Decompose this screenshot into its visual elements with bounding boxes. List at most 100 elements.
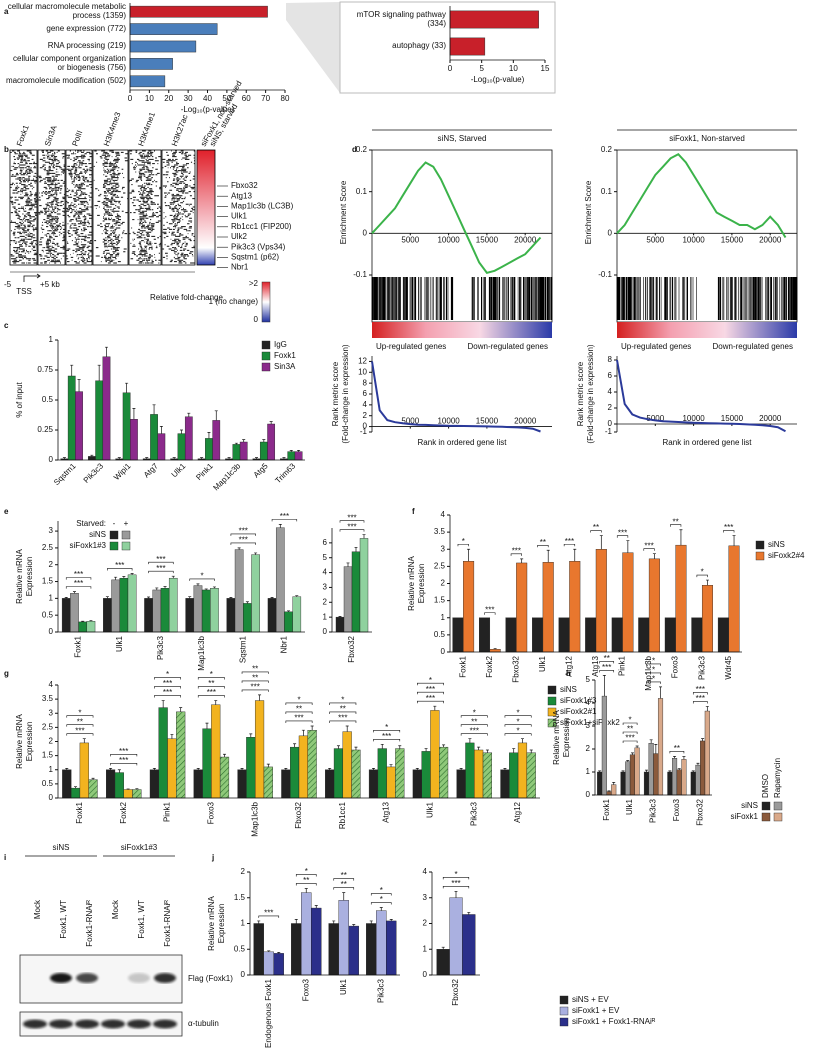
legend-row: siNS [741,801,758,810]
inset-frame [339,1,556,94]
error-bar [278,524,282,528]
legend-swatch [261,351,271,361]
significance-label: * [473,708,476,717]
error-bar [266,763,270,767]
x-tick-label: Atg13 [382,801,391,822]
bar [75,391,83,461]
error-bar [598,770,602,772]
significance-bracket [622,722,638,726]
significance-label: ** [604,654,610,663]
x-tick-label: Fbxo32 [347,635,356,662]
category-label: autophagy (33) [392,41,446,51]
significance-label: *** [347,522,356,531]
y-tick-label: 0.2 [601,145,613,154]
blot-band [23,1019,47,1029]
x-tick-label: Atg7 [142,461,160,479]
bar [700,740,706,796]
bar [201,589,211,633]
error-bar [630,752,634,755]
panel-letter: e [4,507,9,516]
y-tick-label: 10 [358,367,367,376]
x-tick-label: 15000 [721,235,744,244]
x-tick-label: 15000 [476,235,499,244]
y-tick-label: -0.1 [598,270,612,279]
error-bar [117,457,121,459]
error-bar [155,587,159,590]
significance-label: ** [673,517,679,526]
category-label: macromolecule modification (502) [5,75,126,85]
bar [516,562,528,653]
error-bar [673,756,677,759]
legend-swatch [261,362,271,372]
significance-bracket [189,578,215,581]
bar [275,527,285,633]
legend-swatch [559,995,569,1005]
lane-label: Foxk1-RNAiᴿ [85,900,94,947]
bar [263,951,274,976]
error-bar [297,450,301,452]
y-tick-label: 3 [441,544,446,553]
error-bar [257,920,261,924]
gene-label: Map1lc3b (LC3B) [231,202,294,211]
error-bar [163,586,167,589]
error-bar [161,700,165,708]
bar [103,598,112,633]
error-bar [398,745,402,749]
significance-bracket [271,519,298,522]
significance-bracket [154,695,181,698]
y-tick-label: 3 [49,526,54,535]
error-bar [415,767,419,770]
bar [462,914,476,976]
y-tick-label: 4 [323,568,328,577]
significance-bracket [285,720,313,723]
error-bar [659,686,663,699]
x-tick-label: 60 [242,94,251,103]
bar [386,766,396,799]
error-bar [117,769,121,773]
significance-label: * [380,886,383,895]
significance-bracket [417,700,444,704]
bar [620,771,626,796]
bar [111,579,120,633]
bar [239,441,248,461]
significance-bracket [230,533,256,536]
significance-label: ** [208,679,214,688]
bar [505,617,517,653]
x-tick-label: Foxk1 [75,801,84,823]
legend-swatch [547,696,557,706]
bar [237,769,247,799]
significance-bracket [669,751,685,754]
x-tick-label: Sqstm1 [52,461,78,487]
error-bar [62,457,66,459]
significance-label: *** [280,512,289,521]
significance-bracket [148,570,174,574]
bar [160,588,170,633]
column-header: Sin3A [43,124,59,148]
bar [648,558,660,653]
x-tick-label: Wdr45 [724,655,733,679]
y-tick-label: 2 [586,744,591,753]
error-bar [212,586,216,589]
bar [294,451,303,461]
error-bar [468,738,472,743]
bar [211,704,221,799]
chart-title: siFoxk1, Non-starved [669,134,745,143]
gene-label: Pik3c3 (Vps34) [231,242,286,251]
x-tick-label: Ulk1 [426,801,435,818]
y-tick-label: 0.5 [434,630,446,639]
significance-bracket [696,574,708,578]
bar [465,742,475,799]
error-bar [70,364,74,376]
bar [259,441,268,461]
y-tick-label: 0.1 [356,187,368,196]
x-tick-label: Foxk2 [485,655,494,677]
error-bar [705,579,709,586]
blot-band [76,973,98,983]
x-tick-label: 5000 [646,235,664,244]
error-bar [90,454,94,457]
significance-bracket [285,711,313,714]
x-axis-label: Rank in ordered gene list [418,438,508,447]
legend-label: siFoxk2#4 [768,551,805,560]
significance-bracket [646,672,661,675]
y-tick-label: 1 [586,767,591,776]
